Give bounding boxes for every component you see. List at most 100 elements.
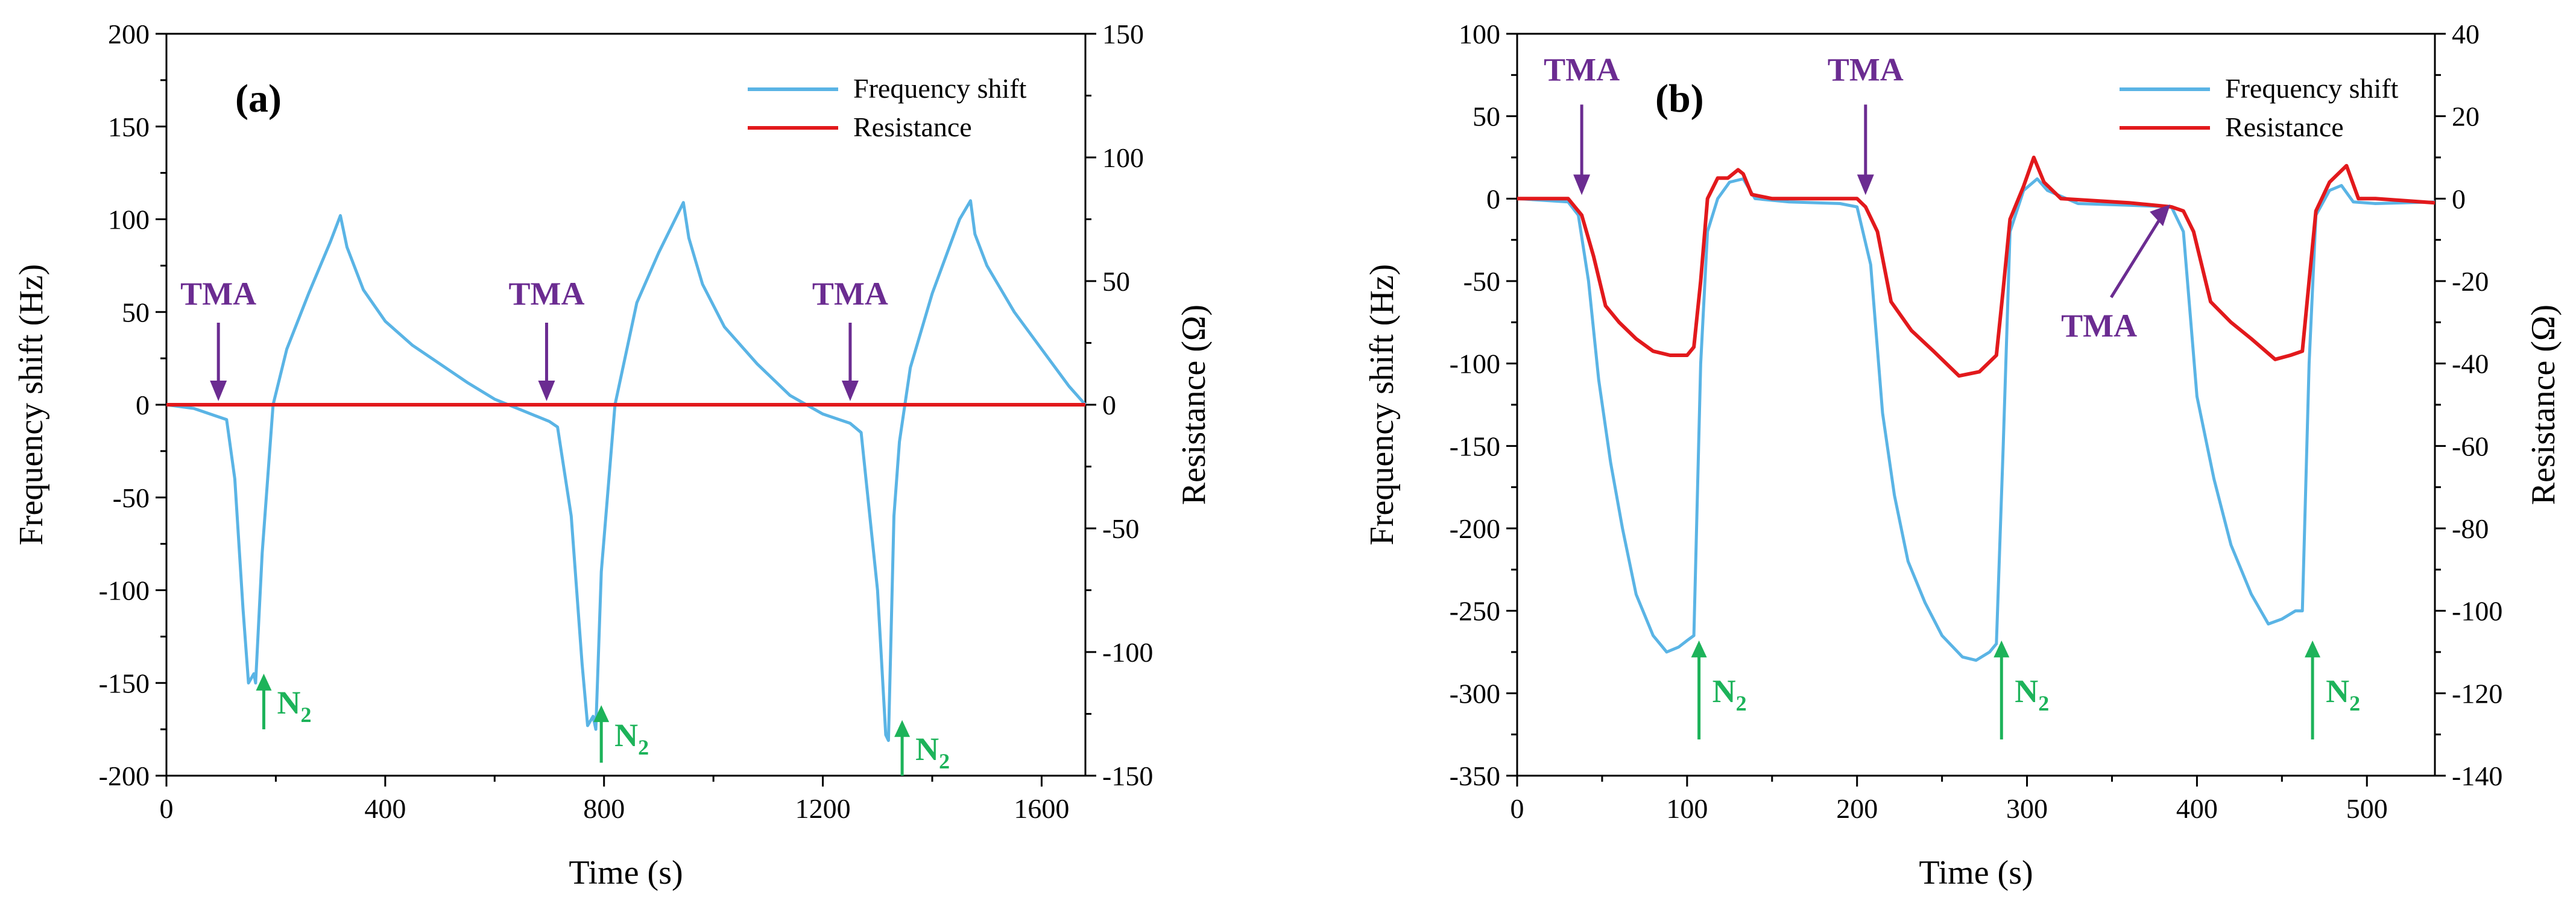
panel-b-tma-arrow-line bbox=[2110, 207, 2168, 299]
panel-b-n2-subscript: 2 bbox=[2038, 691, 2049, 715]
panel-a-series bbox=[166, 199, 1087, 743]
panel-a-y-tick-label: -200 bbox=[99, 761, 150, 791]
panel-b-n2-label: N2 bbox=[2015, 673, 2049, 715]
panel-b-x-tick-label: 300 bbox=[2006, 793, 2048, 824]
panel-b-series-resistance-line bbox=[1517, 156, 2436, 378]
panel-b-y-tick-label: -200 bbox=[1450, 513, 1500, 544]
panel-b-x-tick-label: 0 bbox=[1511, 793, 1524, 824]
panel-b-y-tick-label: -350 bbox=[1450, 761, 1500, 791]
panel-a-n2-subscript: 2 bbox=[300, 703, 311, 727]
chart-panel-b: 0 100 200 300 400 500100500-50-100-150-200-25… bbox=[1363, 19, 2562, 891]
panel-a-legend-frequency-label: Frequency shift bbox=[853, 73, 1027, 104]
panel-b-n2-label: N2 bbox=[1713, 673, 1747, 715]
panel-b-tma-arrowhead bbox=[1573, 174, 1591, 195]
panel-a-x-tick-label: 0 bbox=[160, 793, 174, 824]
panel-a-n2-subscript: 2 bbox=[638, 735, 649, 759]
panel-b-x-tick-label: 500 bbox=[2346, 793, 2388, 824]
panel-a-series-frequency-shift-line bbox=[166, 199, 1087, 743]
panel-b-x-axis-title: Time (s) bbox=[1919, 854, 2033, 891]
panel-b-series-frequency-shift-line bbox=[1517, 177, 2436, 662]
panel-a-y-tick-label: 100 bbox=[108, 204, 150, 235]
panel-a-y-tick-label: 0 bbox=[136, 390, 150, 420]
panel-a-y-axis-title: Frequency shift (Hz) bbox=[13, 264, 50, 546]
panel-a-y-tick-label: 50 bbox=[122, 297, 150, 328]
panel-a-legend-resistance-label: Resistance bbox=[853, 112, 972, 142]
panel-a-n2-subscript: 2 bbox=[939, 749, 950, 773]
panel-a-y-tick-label: 150 bbox=[108, 112, 150, 142]
panel-b-series bbox=[1517, 156, 2436, 662]
panel-a-n2-arrowhead bbox=[894, 720, 911, 737]
panel-a-tma-arrowhead bbox=[841, 381, 859, 401]
panel-a-n2-label: N2 bbox=[277, 685, 311, 727]
panel-a-n2-label: N2 bbox=[614, 717, 649, 759]
panel-b-legend-resistance-label: Resistance bbox=[2225, 112, 2344, 142]
panel-a-label: (a) bbox=[235, 77, 282, 121]
panel-a-x-tick-label: 1200 bbox=[795, 793, 851, 824]
panel-b-y2-tick-label: -20 bbox=[2452, 266, 2489, 297]
panel-b-x-tick-label: 400 bbox=[2176, 793, 2218, 824]
panel-b-y-tick-label: -250 bbox=[1450, 596, 1500, 627]
panel-b-tma-label: TMA bbox=[2061, 308, 2137, 344]
panel-b-n2-label: N2 bbox=[2326, 673, 2360, 715]
panel-a-y2-tick-label: -150 bbox=[1102, 761, 1153, 791]
panel-b-y2-tick-label: -80 bbox=[2452, 513, 2489, 544]
chart-panel-a: 0 400 800 1200 1600 200 150 100 50 0 -50 -100 -150 -2… bbox=[13, 19, 1213, 891]
panel-a-tma-label: TMA bbox=[812, 276, 888, 312]
panel-a-y-tick-label: -150 bbox=[99, 668, 150, 698]
panel-b-legend: Frequency shift Resistance bbox=[2120, 73, 2399, 142]
panel-b-y2-tick-label: -140 bbox=[2452, 761, 2502, 791]
panel-a-y2-tick-label: -100 bbox=[1102, 637, 1153, 668]
panel-a-y2-tick-label: 100 bbox=[1102, 142, 1144, 173]
panel-a-n2-arrowhead bbox=[256, 673, 272, 691]
panel-b-y-tick-label: -150 bbox=[1450, 431, 1500, 461]
panel-b-tma-label: TMA bbox=[1828, 51, 1904, 87]
panel-b-y2-tick-label: -100 bbox=[2452, 596, 2502, 627]
panel-b-n2-subscript: 2 bbox=[1736, 691, 1747, 715]
panel-b-y2-tick-label: 0 bbox=[2452, 183, 2466, 214]
panel-b-y2-tick-label: 40 bbox=[2452, 19, 2480, 49]
panel-b-annotations: TMA TMA TMA N2 N2 N2 bbox=[1544, 51, 2360, 739]
panel-a-x-tick-label: 1600 bbox=[1014, 793, 1069, 824]
panel-b-x-tick-label: 100 bbox=[1666, 793, 1708, 824]
panel-b-tma-arrowhead bbox=[2150, 204, 2171, 226]
panel-a-n2-label: N2 bbox=[915, 731, 950, 773]
panel-b-y-tick-label: -300 bbox=[1450, 678, 1500, 709]
panel-b-y2-tick-label: -60 bbox=[2452, 431, 2489, 461]
panel-a-y2-tick-label: 150 bbox=[1102, 19, 1144, 49]
panel-a-y2-tick-label: -50 bbox=[1102, 513, 1139, 544]
panel-a-tma-arrowhead bbox=[538, 381, 555, 401]
panel-a-y2-tick-label: 50 bbox=[1102, 266, 1130, 297]
panel-b-x-tick-label: 200 bbox=[1836, 793, 1878, 824]
panel-a-tma-arrowhead bbox=[210, 381, 227, 401]
panel-a-y2-axis-title: Resistance (Ω) bbox=[1175, 305, 1213, 505]
panel-a-y2-tick-label: 0 bbox=[1102, 390, 1116, 420]
panel-b-y-tick-label: -50 bbox=[1463, 266, 1500, 297]
panel-b-y2-tick-label: -120 bbox=[2452, 678, 2502, 709]
panel-b-tma-label: TMA bbox=[1544, 51, 1620, 87]
panel-b-tma-arrowhead bbox=[1857, 174, 1874, 195]
panel-b-y2-tick-label: 20 bbox=[2452, 101, 2480, 132]
panel-b-label: (b) bbox=[1655, 77, 1704, 121]
panel-a-x-tick-label: 400 bbox=[364, 793, 406, 824]
panel-a-x-axis-title: Time (s) bbox=[569, 854, 683, 891]
panel-b-y2-axis-title: Resistance (Ω) bbox=[2525, 305, 2562, 505]
panel-b-plot-frame bbox=[1516, 33, 2436, 777]
panel-a-annotations: TMA TMA TMA N2 N2 N2 bbox=[180, 276, 950, 776]
panel-b-y-tick-label: 0 bbox=[1486, 183, 1500, 214]
panel-b-y2-tick-label: -40 bbox=[2452, 349, 2489, 379]
panel-a-tma-label: TMA bbox=[180, 276, 256, 312]
panel-a-n2-arrowhead bbox=[593, 705, 610, 723]
panel-b-n2-subscript: 2 bbox=[2349, 691, 2360, 715]
panel-a-y-tick-label: 200 bbox=[108, 19, 150, 49]
panel-b-legend-frequency-label: Frequency shift bbox=[2225, 73, 2399, 104]
panel-b-y-tick-label: 50 bbox=[1473, 101, 1500, 132]
panel-a-x-tick-label: 800 bbox=[583, 793, 625, 824]
panel-b-y-tick-label: -100 bbox=[1450, 349, 1500, 379]
panel-b-n2-arrowhead bbox=[1691, 640, 1707, 657]
panel-b-n2-arrowhead bbox=[2305, 640, 2321, 657]
panel-b-y-tick-label: 100 bbox=[1459, 19, 1500, 49]
panel-b-y-axis-title: Frequency shift (Hz) bbox=[1363, 264, 1401, 546]
panel-a-y-tick-label: -50 bbox=[113, 483, 150, 513]
panel-b-ticks: 0 100 200 300 400 500100500-50-100-150-200-25… bbox=[1450, 19, 2503, 824]
